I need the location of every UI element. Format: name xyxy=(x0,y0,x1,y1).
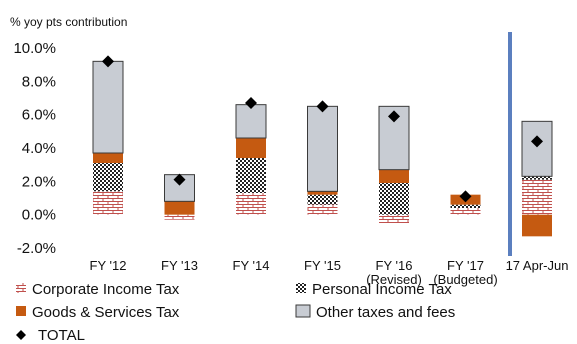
y-tick-label: 8.0% xyxy=(22,73,56,90)
x-tick-label: FY '12 xyxy=(90,258,127,273)
bar-segment xyxy=(522,176,552,180)
bar-segment xyxy=(93,153,123,163)
legend-swatch xyxy=(295,304,311,318)
y-tick-label: 0.0% xyxy=(22,207,56,224)
legend: Corporate Income Tax Personal Income Tax G… xyxy=(16,281,455,344)
legend-swatch xyxy=(16,330,26,340)
legend-label: Goods & Services Tax xyxy=(32,304,180,321)
legend-item: Corporate Income Tax xyxy=(16,281,180,298)
x-tick-label: FY '13 xyxy=(161,258,198,273)
legend-swatch xyxy=(16,283,26,293)
bar-segment xyxy=(236,193,266,215)
bar-segment xyxy=(307,191,338,195)
y-tick-label: 10.0% xyxy=(13,40,56,57)
bar-segment xyxy=(522,214,552,237)
bar-segment xyxy=(307,194,338,205)
y-tick-label: 2.0% xyxy=(22,173,56,190)
bar-segment xyxy=(450,204,481,208)
legend-swatch xyxy=(16,306,26,316)
total-marker xyxy=(316,100,329,113)
x-tick-label: FY '17 xyxy=(447,258,484,273)
bar-segment xyxy=(379,214,409,223)
bar-segment xyxy=(93,163,123,192)
legend-item-total: TOTAL xyxy=(16,327,85,344)
bar-segment xyxy=(236,138,266,158)
legend-label: Corporate Income Tax xyxy=(32,281,180,298)
total-marker xyxy=(102,55,114,68)
y-tick-label: -2.0% xyxy=(17,240,56,257)
bar-segment xyxy=(521,120,553,177)
x-tick-label: 17 Apr-Jun xyxy=(506,258,569,273)
bar-segment xyxy=(522,179,552,215)
y-tick-label: 6.0% xyxy=(22,107,56,124)
bar-segment xyxy=(92,60,124,154)
x-tick-label: FY '16 xyxy=(376,258,413,273)
y-tick-label: 4.0% xyxy=(22,140,56,157)
legend-label: TOTAL xyxy=(38,327,85,344)
bar-segment xyxy=(164,214,195,220)
x-tick-label: (Revised) xyxy=(366,272,422,287)
total-marker xyxy=(531,135,543,148)
legend-item: Other taxes and fees xyxy=(295,304,455,321)
x-tick-label: FY '14 xyxy=(233,258,270,273)
bar-segment xyxy=(164,201,195,215)
legend-swatch xyxy=(296,283,306,293)
bar-segment xyxy=(235,104,267,139)
x-tick-label: FY '15 xyxy=(304,258,341,273)
bar-segment xyxy=(307,105,338,192)
bar-segment xyxy=(379,169,409,183)
bar-segment xyxy=(307,204,338,215)
total-marker xyxy=(388,110,400,123)
bar-segment xyxy=(450,208,481,215)
legend-label: Other taxes and fees xyxy=(316,304,455,321)
legend-label: Personal Income Tax xyxy=(312,281,452,298)
bar-segment xyxy=(93,191,123,215)
legend-item: Personal Income Tax xyxy=(296,281,452,298)
total-marker xyxy=(459,190,472,203)
legend-item: Goods & Services Tax xyxy=(16,304,180,321)
x-tick-label: (Budgeted) xyxy=(433,272,497,287)
total-marker xyxy=(173,173,186,186)
bar-segment xyxy=(379,183,409,215)
total-marker xyxy=(245,97,257,109)
y-axis-label: % yoy pts contribution xyxy=(10,15,127,29)
bar-segment xyxy=(236,158,266,193)
